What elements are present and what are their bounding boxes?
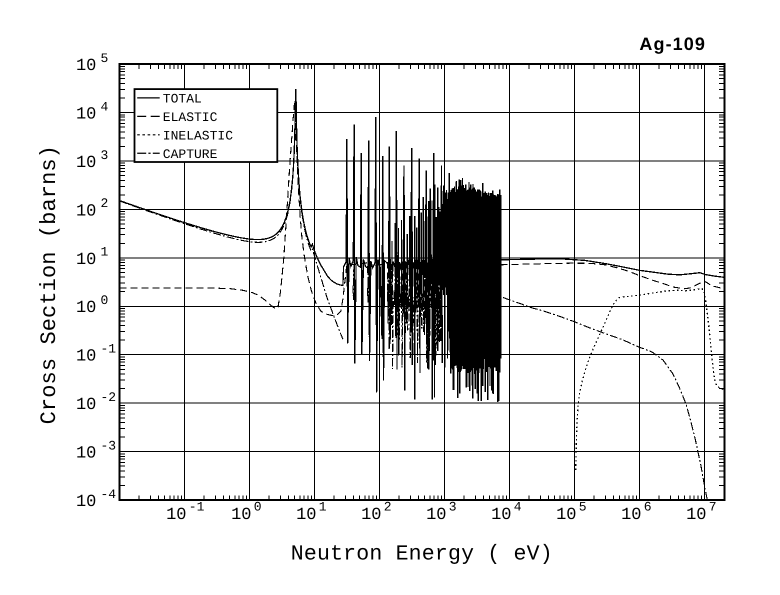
svg-text:10: 10	[686, 506, 706, 525]
svg-text:-3: -3	[101, 438, 117, 453]
svg-text:10: 10	[76, 493, 96, 512]
svg-text:10: 10	[166, 506, 186, 525]
svg-text:10: 10	[76, 202, 96, 221]
svg-text:10: 10	[76, 57, 96, 76]
svg-text:3: 3	[449, 500, 457, 515]
svg-text:10: 10	[296, 506, 316, 525]
svg-text:4: 4	[101, 99, 109, 114]
svg-text:INELASTIC: INELASTIC	[163, 129, 233, 144]
svg-text:3: 3	[101, 148, 109, 163]
svg-text:10: 10	[76, 396, 96, 415]
svg-text:2: 2	[384, 500, 392, 515]
svg-text:1: 1	[101, 245, 109, 260]
svg-text:Neutron Energy ( eV): Neutron Energy ( eV)	[291, 543, 553, 567]
svg-text:-1: -1	[101, 342, 117, 357]
svg-text:10: 10	[76, 251, 96, 270]
svg-text:10: 10	[556, 506, 576, 525]
svg-text:4: 4	[514, 500, 522, 515]
svg-text:10: 10	[76, 348, 96, 367]
svg-text:Cross Section (barns): Cross Section (barns)	[37, 145, 62, 424]
svg-text:TOTAL: TOTAL	[163, 92, 202, 107]
svg-text:ELASTIC: ELASTIC	[163, 110, 218, 125]
svg-text:10: 10	[621, 506, 641, 525]
svg-text:10: 10	[361, 506, 381, 525]
svg-text:Ag-109: Ag-109	[639, 34, 706, 54]
svg-text:-1: -1	[189, 500, 205, 515]
svg-text:10: 10	[426, 506, 446, 525]
svg-text:7: 7	[709, 500, 717, 515]
svg-text:0: 0	[254, 500, 262, 515]
svg-text:10: 10	[491, 506, 511, 525]
svg-text:2: 2	[101, 196, 109, 211]
svg-text:5: 5	[101, 51, 109, 66]
svg-text:-2: -2	[101, 390, 117, 405]
svg-text:10: 10	[76, 445, 96, 464]
svg-text:10: 10	[76, 105, 96, 124]
svg-text:10: 10	[76, 299, 96, 318]
svg-text:0: 0	[101, 293, 109, 308]
svg-text:1: 1	[319, 500, 327, 515]
svg-text:6: 6	[644, 500, 652, 515]
svg-text:-4: -4	[101, 487, 117, 502]
svg-text:10: 10	[76, 154, 96, 173]
svg-text:5: 5	[579, 500, 587, 515]
svg-text:10: 10	[231, 506, 251, 525]
svg-text:CAPTURE: CAPTURE	[163, 147, 218, 162]
